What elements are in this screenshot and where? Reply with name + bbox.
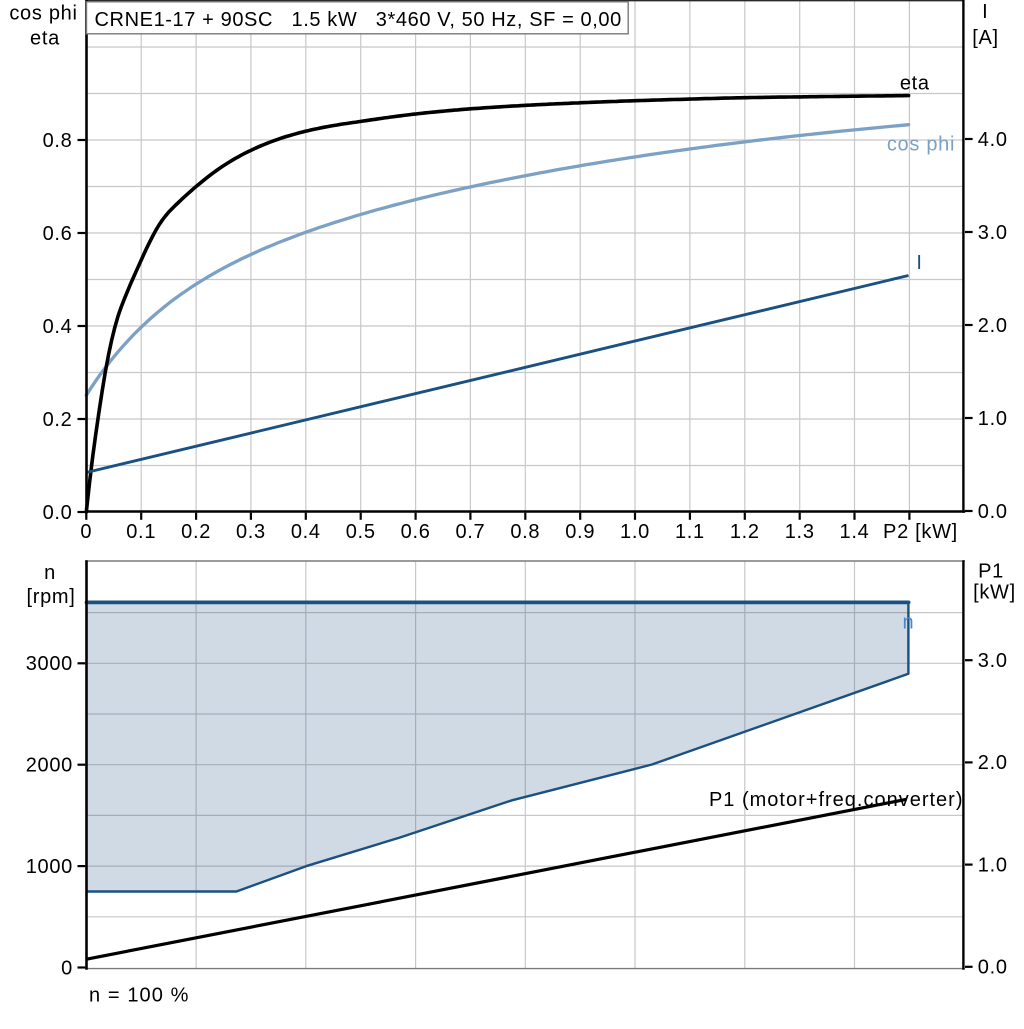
svg-text:3000: 3000 [26, 653, 73, 675]
svg-text:2000: 2000 [26, 755, 73, 777]
svg-text:n = 100 %: n = 100 % [89, 985, 190, 1007]
svg-text:I: I [982, 1, 988, 23]
svg-text:0.2: 0.2 [43, 409, 73, 431]
svg-text:1.3: 1.3 [785, 521, 815, 543]
svg-text:0.7: 0.7 [455, 521, 485, 543]
svg-text:0.4: 0.4 [291, 521, 321, 543]
svg-text:0.9: 0.9 [565, 521, 595, 543]
svg-text:0.0: 0.0 [978, 957, 1008, 979]
svg-text:P1: P1 [978, 561, 1004, 583]
svg-text:1.0: 1.0 [978, 408, 1008, 430]
svg-text:0.0: 0.0 [43, 502, 73, 524]
svg-text:0.8: 0.8 [510, 521, 540, 543]
svg-text:2.0: 2.0 [978, 752, 1008, 774]
svg-text:2.0: 2.0 [978, 315, 1008, 337]
svg-text:P2 [kW]: P2 [kW] [883, 521, 958, 543]
svg-text:0.4: 0.4 [43, 316, 73, 338]
svg-text:0.6: 0.6 [401, 521, 431, 543]
svg-text:[A]: [A] [972, 27, 999, 49]
svg-text:0.1: 0.1 [126, 521, 156, 543]
svg-text:cos phi: cos phi [887, 134, 955, 156]
svg-text:1.0: 1.0 [620, 521, 650, 543]
svg-text:1.4: 1.4 [840, 521, 870, 543]
svg-text:0.8: 0.8 [43, 130, 73, 152]
svg-text:CRNE1-17 + 90SC 1.5 kW 3*4: CRNE1-17 + 90SC 1.5 kW 3*460 V, 50 Hz, S… [95, 9, 622, 31]
svg-text:1.1: 1.1 [675, 521, 705, 543]
svg-text:0.6: 0.6 [43, 223, 73, 245]
svg-text:3.0: 3.0 [978, 650, 1008, 672]
svg-text:0.5: 0.5 [346, 521, 376, 543]
svg-text:P1 (motor+freq.converter): P1 (motor+freq.converter) [709, 789, 964, 811]
svg-text:1.2: 1.2 [730, 521, 760, 543]
svg-text:eta: eta [900, 73, 930, 95]
svg-text:1000: 1000 [26, 856, 73, 878]
svg-text:n: n [902, 612, 913, 634]
svg-text:0.2: 0.2 [181, 521, 211, 543]
svg-text:1.0: 1.0 [978, 854, 1008, 876]
svg-text:4.0: 4.0 [978, 129, 1008, 151]
svg-text:0.3: 0.3 [236, 521, 266, 543]
svg-text:0: 0 [61, 957, 73, 979]
svg-text:cos phi: cos phi [9, 3, 77, 25]
svg-text:eta: eta [30, 28, 60, 50]
svg-text:[kW]: [kW] [973, 582, 1016, 604]
svg-text:3.0: 3.0 [978, 222, 1008, 244]
svg-text:0.0: 0.0 [978, 501, 1008, 523]
svg-text:I: I [916, 252, 922, 274]
svg-text:n: n [44, 562, 56, 584]
svg-text:[rpm]: [rpm] [26, 586, 75, 608]
svg-text:0: 0 [80, 521, 92, 543]
